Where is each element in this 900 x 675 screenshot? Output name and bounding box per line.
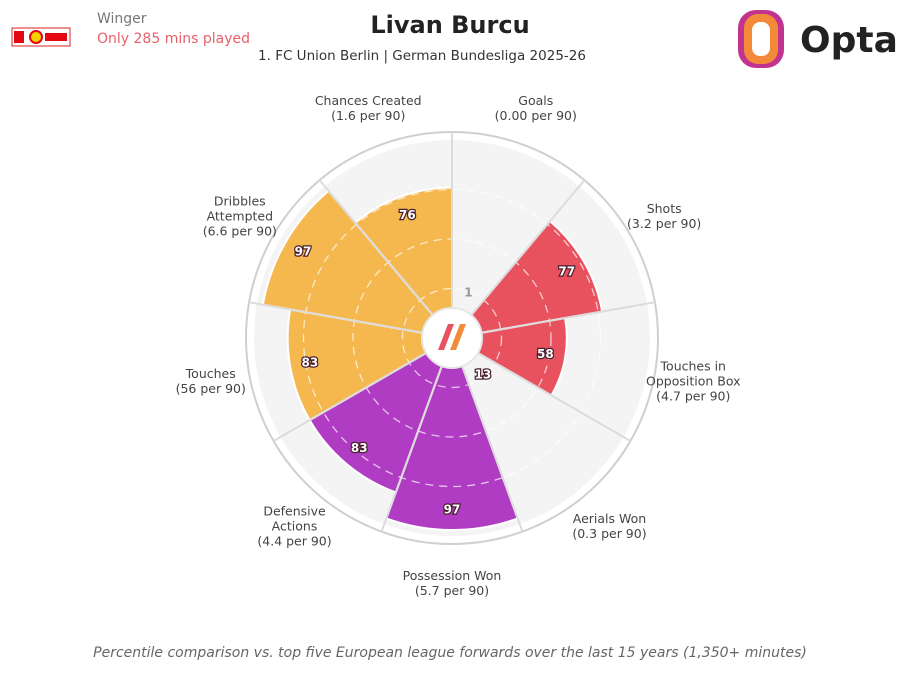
per90-label: (4.7 per 90) <box>656 388 731 404</box>
separator <box>451 179 586 339</box>
category-label: Dribbles Attempted (6.6 per 90) <box>190 193 290 238</box>
value-label: 97 <box>295 244 312 258</box>
slice <box>385 335 519 532</box>
footnote: Percentile comparison vs. top five Europ… <box>93 645 807 661</box>
per90-label: (6.6 per 90) <box>202 223 277 238</box>
category-name: Chances Created <box>314 92 422 108</box>
value-label: 76 <box>399 208 416 222</box>
value-label: 97 <box>444 503 461 517</box>
per90-label: (3.2 per 90) <box>627 215 702 231</box>
grid-ring <box>302 188 602 488</box>
category-name: Aerials Won <box>572 510 647 526</box>
category-label: Goals (0.00 per 90) <box>466 93 606 123</box>
category-label: Defensive Actions (4.4 per 90) <box>245 503 345 548</box>
per90-label: (0.3 per 90) <box>572 525 647 541</box>
separator <box>273 337 453 442</box>
value-label: 77 <box>558 264 575 278</box>
category-name: Dribbles Attempted <box>206 193 274 223</box>
value-label: 83 <box>302 356 319 370</box>
chart-subtitle: 1. FC Union Berlin | German Bundesliga 2… <box>258 48 586 64</box>
value-label: 1 <box>464 285 472 299</box>
category-label: Touches (56 per 90) <box>141 366 281 396</box>
center-logo <box>421 307 483 369</box>
category-name: Goals <box>518 92 554 108</box>
category-label: Possession Won (5.7 per 90) <box>382 568 522 598</box>
slice <box>449 219 604 340</box>
category-label: Aerials Won (0.3 per 90) <box>539 511 679 541</box>
per90-label: (1.6 per 90) <box>331 107 406 123</box>
separator <box>318 179 453 339</box>
grid-ring <box>401 287 503 389</box>
separator <box>248 301 453 339</box>
slice <box>261 189 455 340</box>
slice <box>286 308 455 422</box>
player-role: Winger <box>97 11 147 27</box>
category-name: Touches in Opposition Box <box>646 358 741 389</box>
brand-logo: Opta <box>738 10 898 68</box>
slice <box>308 335 454 494</box>
minutes-note: Only 285 mins played <box>97 31 250 47</box>
club-logo <box>11 27 71 47</box>
per90-label: (4.4 per 90) <box>257 533 332 549</box>
category-name: Possession Won <box>402 568 502 583</box>
value-label: 13 <box>475 367 492 381</box>
per90-label: (56 per 90) <box>175 380 246 396</box>
category-label: Chances Created (1.6 per 90) <box>298 93 438 123</box>
center-logo-mark <box>438 324 454 350</box>
plot: 1 77 58 13 97 83 83 97 76 <box>245 131 659 545</box>
slice <box>353 186 453 341</box>
value-label: 58 <box>537 347 554 361</box>
category-label: Shots (3.2 per 90) <box>594 201 734 231</box>
center-logo-mark <box>450 324 466 350</box>
value-label: 83 <box>351 441 368 455</box>
brand-name: Opta <box>800 20 898 61</box>
category-name: Defensive Actions <box>263 503 326 534</box>
chart-title: Livan Burcu <box>370 11 529 39</box>
separator <box>451 337 631 442</box>
separator <box>451 301 656 339</box>
category-name: Touches <box>185 365 236 381</box>
category-label: Touches in Opposition Box (4.7 per 90) <box>643 358 743 403</box>
category-name: Shots <box>646 200 682 216</box>
per90-label: (5.7 per 90) <box>414 583 490 598</box>
separator <box>451 337 524 532</box>
per90-label: (0.00 per 90) <box>494 107 577 123</box>
separator <box>380 337 453 532</box>
